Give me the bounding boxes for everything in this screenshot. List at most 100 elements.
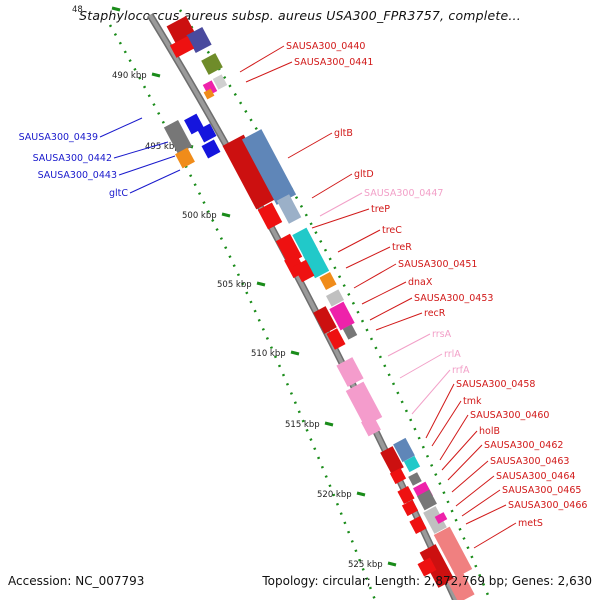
gene-block[interactable] bbox=[326, 289, 344, 307]
forward-gene-label[interactable]: treC bbox=[382, 225, 402, 236]
map-title: Staphylococcus aureus subsp. aureus USA3… bbox=[79, 8, 521, 23]
leader-line bbox=[99, 117, 143, 138]
gene-block[interactable] bbox=[389, 467, 407, 485]
gene-block[interactable] bbox=[329, 301, 355, 331]
gene-block[interactable] bbox=[393, 437, 415, 463]
ruler-tick-label: 520 kbp bbox=[317, 490, 352, 500]
forward-gene-label[interactable]: gltB bbox=[334, 128, 353, 139]
gene-block[interactable] bbox=[175, 147, 195, 169]
forward-gene-label[interactable]: SAUSA300_0466 bbox=[508, 500, 587, 511]
leader-line bbox=[461, 489, 501, 517]
gene-block[interactable] bbox=[433, 526, 473, 578]
forward-gene-label[interactable]: SAUSA300_0460 bbox=[470, 410, 549, 421]
gene-block[interactable] bbox=[201, 53, 223, 75]
reverse-gene-label[interactable]: SAUSA300_0439 bbox=[19, 132, 98, 143]
leader-line bbox=[361, 281, 407, 305]
gene-block[interactable] bbox=[434, 512, 448, 524]
gene-block[interactable] bbox=[397, 486, 415, 504]
leader-line bbox=[369, 297, 413, 321]
leader-line bbox=[451, 460, 489, 493]
ruler-tick-mark bbox=[256, 281, 266, 287]
leader-line bbox=[411, 369, 451, 415]
forward-gene-label[interactable]: SAUSA300_0451 bbox=[398, 259, 477, 270]
gene-block[interactable] bbox=[409, 516, 427, 534]
forward-gene-label[interactable]: treP bbox=[371, 204, 390, 215]
leader-line bbox=[447, 444, 483, 481]
leader-line bbox=[345, 246, 391, 269]
forward-gene-label[interactable]: SAUSA300_0458 bbox=[456, 379, 535, 390]
forward-gene-label[interactable]: rrsA bbox=[432, 329, 452, 340]
forward-gene-label[interactable]: treR bbox=[392, 242, 412, 253]
leader-line bbox=[239, 45, 285, 73]
gene-block[interactable] bbox=[403, 455, 421, 473]
leader-line bbox=[319, 192, 363, 217]
forward-gene-label[interactable]: holB bbox=[479, 426, 500, 437]
gene-block[interactable] bbox=[401, 499, 419, 517]
ruler-tick-mark bbox=[324, 421, 334, 427]
gene-block[interactable] bbox=[292, 227, 318, 257]
reverse-gene-label[interactable]: SAUSA300_0443 bbox=[38, 170, 117, 181]
ruler-tick-label: 505 kbp bbox=[217, 280, 252, 290]
ruler-tick-label: 510 kbp bbox=[251, 349, 286, 359]
gene-block[interactable] bbox=[201, 139, 221, 159]
gene-block[interactable] bbox=[345, 381, 383, 427]
gene-block[interactable] bbox=[184, 113, 204, 135]
forward-gene-label[interactable]: recR bbox=[424, 308, 446, 319]
forward-gene-label[interactable]: SAUSA300_0465 bbox=[502, 485, 581, 496]
gene-block[interactable] bbox=[319, 272, 337, 290]
leader-line bbox=[441, 430, 478, 471]
forward-gene-label[interactable]: SAUSA300_0463 bbox=[490, 456, 569, 467]
forward-gene-label[interactable]: metS bbox=[518, 518, 543, 529]
gene-block[interactable] bbox=[417, 557, 437, 577]
forward-gene-label[interactable]: SAUSA300_0447 bbox=[364, 188, 443, 199]
gene-block[interactable] bbox=[169, 36, 195, 58]
ruler-tick-mark bbox=[111, 6, 121, 12]
forward-gene-label[interactable]: SAUSA300_0453 bbox=[414, 293, 493, 304]
leader-line bbox=[399, 353, 443, 379]
forward-gene-label[interactable]: dnaX bbox=[408, 277, 433, 288]
gene-block[interactable] bbox=[408, 472, 422, 486]
gene-block[interactable] bbox=[212, 74, 228, 90]
gene-block[interactable] bbox=[419, 544, 455, 588]
gene-block[interactable] bbox=[380, 446, 404, 474]
gene-block[interactable] bbox=[417, 489, 437, 511]
gene-block[interactable] bbox=[197, 123, 217, 143]
gene-block[interactable] bbox=[342, 324, 358, 340]
reverse-gene-label[interactable]: gltC bbox=[109, 188, 128, 199]
ruler-tick-label: 525 kbp bbox=[348, 560, 383, 570]
gene-block[interactable] bbox=[276, 194, 302, 224]
feature-layer bbox=[147, 13, 475, 600]
forward-gene-label[interactable]: rrlA bbox=[444, 349, 461, 360]
leader-line bbox=[311, 173, 353, 199]
leader-line bbox=[287, 132, 333, 159]
forward-gene-label[interactable]: SAUSA300_0440 bbox=[286, 41, 365, 52]
gene-block[interactable] bbox=[313, 306, 337, 334]
gene-block[interactable] bbox=[257, 202, 283, 230]
forward-gene-label[interactable]: rrfA bbox=[452, 365, 470, 376]
gene-block[interactable] bbox=[447, 573, 475, 600]
ruler-tick-label: 48 bbox=[72, 5, 83, 15]
gene-block[interactable] bbox=[423, 506, 447, 534]
forward-gene-label[interactable]: SAUSA300_0464 bbox=[496, 471, 575, 482]
forward-gene-label[interactable]: SAUSA300_0441 bbox=[294, 57, 373, 68]
gene-block[interactable] bbox=[302, 247, 330, 279]
gene-block[interactable] bbox=[222, 134, 278, 210]
leader-line bbox=[375, 312, 423, 331]
gene-block[interactable] bbox=[241, 129, 297, 205]
leader-line bbox=[353, 263, 397, 289]
forward-gene-label[interactable]: SAUSA300_0462 bbox=[484, 440, 563, 451]
topology-summary: Topology: circular; Length: 2,872,769 bp… bbox=[262, 574, 592, 588]
gene-block[interactable] bbox=[163, 120, 193, 154]
reverse-gene-label[interactable]: SAUSA300_0442 bbox=[33, 153, 112, 164]
gene-block[interactable] bbox=[326, 328, 346, 350]
forward-gene-label[interactable]: gltD bbox=[354, 169, 374, 180]
forward-gene-label[interactable]: tmk bbox=[463, 396, 482, 407]
ruler-tick-mark bbox=[151, 72, 161, 78]
ruler-tick-mark bbox=[221, 212, 231, 218]
gene-block[interactable] bbox=[203, 88, 215, 100]
gene-block[interactable] bbox=[361, 415, 381, 437]
gene-block[interactable] bbox=[336, 357, 364, 387]
leader-line bbox=[455, 475, 495, 507]
gene-block[interactable] bbox=[293, 259, 315, 283]
